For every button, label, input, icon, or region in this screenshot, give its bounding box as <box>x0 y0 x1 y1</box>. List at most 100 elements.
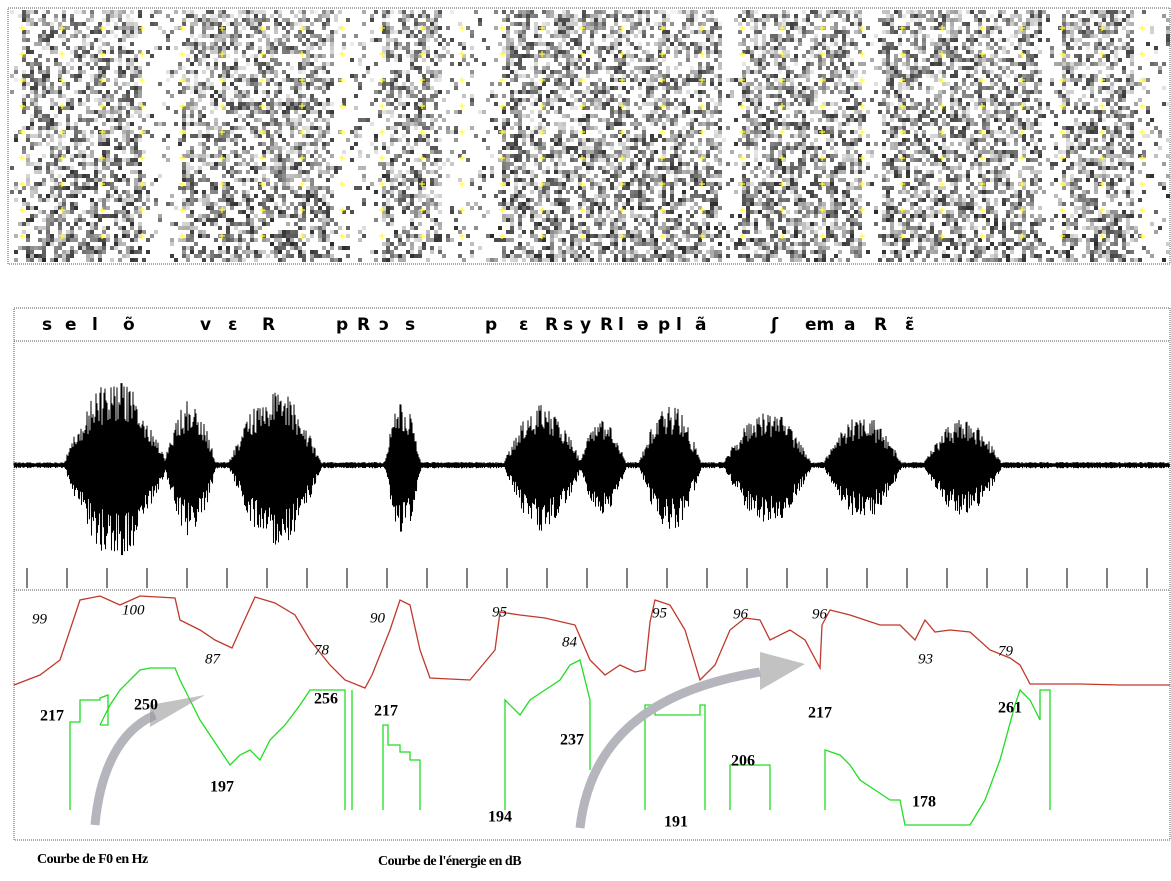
spectrum-cell <box>206 62 210 66</box>
spectrum-cell <box>158 46 162 50</box>
spectrum-cell <box>94 250 98 254</box>
spectrum-cell <box>206 254 210 258</box>
spectrum-cell <box>314 78 318 82</box>
spectrum-cell <box>310 106 314 110</box>
spectrum-cell <box>166 158 170 162</box>
spectrum-cell <box>402 162 406 166</box>
spectrum-cell <box>386 46 390 50</box>
spectrum-cell <box>206 234 210 238</box>
spectrum-cell <box>54 30 58 34</box>
spectrum-cell <box>350 146 354 150</box>
spectrum-cell <box>426 78 430 82</box>
spectrum-cell <box>622 18 626 22</box>
spectrum-cell <box>438 26 442 30</box>
spectrum-cell <box>662 14 666 18</box>
spectrum-cell <box>602 218 606 222</box>
spectrum-cell <box>66 250 70 254</box>
spectrum-cell <box>434 150 438 154</box>
spectrum-cell <box>74 54 78 58</box>
spectrum-cell <box>626 14 630 18</box>
spectrum-cell <box>126 210 130 214</box>
spectrum-cell <box>282 194 286 198</box>
spectrum-cell <box>70 210 74 214</box>
spectrum-cell <box>46 194 50 198</box>
spectrum-cell <box>102 238 106 242</box>
spectrum-cell <box>458 154 462 158</box>
spectrum-cell <box>210 94 214 98</box>
spectrum-cell <box>90 90 94 94</box>
spectrum-cell <box>654 246 658 250</box>
spectrum-cell <box>646 90 650 94</box>
spectrum-cell <box>66 86 70 90</box>
spectrum-cell <box>310 206 314 210</box>
spectrum-cell <box>634 178 638 182</box>
spectrum-cell <box>38 134 42 138</box>
spectrum-cell <box>654 110 658 114</box>
spectrum-cell <box>366 70 370 74</box>
spectrum-cell <box>22 10 26 14</box>
spectrum-cell <box>78 154 82 158</box>
spectrum-cell <box>146 62 150 66</box>
spectrum-cell <box>362 74 366 78</box>
spectrum-cell <box>214 162 218 166</box>
spectrum-cell <box>118 50 122 54</box>
spectrum-cell <box>682 190 686 194</box>
spectrum-cell <box>58 202 62 206</box>
spectrum-cell <box>510 134 514 138</box>
spectrum-cell <box>510 162 514 166</box>
spectrum-cell <box>214 22 218 26</box>
spectrum-cell <box>398 70 402 74</box>
spectrum-cell <box>550 54 554 58</box>
spectrum-cell <box>662 42 666 46</box>
spectrum-cell <box>598 14 602 18</box>
spectrum-cell <box>610 94 614 98</box>
spectrum-cell <box>226 54 230 58</box>
spectrum-cell <box>446 126 450 130</box>
spectrum-cell <box>242 182 246 186</box>
spectrum-cell <box>150 114 154 118</box>
spectrum-cell <box>626 138 630 142</box>
spectrum-cell <box>566 58 570 62</box>
spectrum-cell <box>322 82 326 86</box>
spectrum-cell <box>702 22 706 26</box>
spectrum-cell <box>622 102 626 106</box>
spectrum-cell <box>418 222 422 226</box>
spectrum-cell <box>562 34 566 38</box>
spectrum-cell <box>62 166 66 170</box>
spectrum-cell <box>250 26 254 30</box>
spectrum-cell <box>102 110 106 114</box>
spectrum-cell <box>490 166 494 170</box>
spectrum-cell <box>190 174 194 178</box>
spectrum-cell <box>82 154 86 158</box>
spectrum-cell <box>686 234 690 238</box>
spectrum-cell <box>186 198 190 202</box>
spectrum-cell <box>74 122 78 126</box>
spectrum-cell <box>534 26 538 30</box>
spectrum-cell <box>98 46 102 50</box>
spectrum-cell <box>502 18 506 22</box>
spectrum-cell <box>242 106 246 110</box>
spectrum-cell <box>638 194 642 198</box>
spectrum-cell <box>158 174 162 178</box>
spectrum-cell <box>314 102 318 106</box>
spectrum-cell <box>22 150 26 154</box>
spectrum-cell <box>562 30 566 34</box>
spectrum-cell <box>218 46 222 50</box>
spectrum-cell <box>38 70 42 74</box>
spectrum-cell <box>522 182 526 186</box>
spectrum-cell <box>578 226 582 230</box>
spectrum-cell <box>658 118 662 122</box>
spectrum-cell <box>462 258 466 262</box>
spectrum-cell <box>550 254 554 258</box>
spectrum-cell <box>682 246 686 250</box>
spectrum-cell <box>54 90 58 94</box>
spectrum-cell <box>34 246 38 250</box>
spectrum-cell <box>486 146 490 150</box>
spectrum-cell <box>398 258 402 262</box>
spectrum-cell <box>142 186 146 190</box>
spectrum-cell <box>538 122 542 126</box>
spectrum-cell <box>302 70 306 74</box>
spectrum-cell <box>134 162 138 166</box>
spectrum-cell <box>534 142 538 146</box>
spectrum-cell <box>382 254 386 258</box>
